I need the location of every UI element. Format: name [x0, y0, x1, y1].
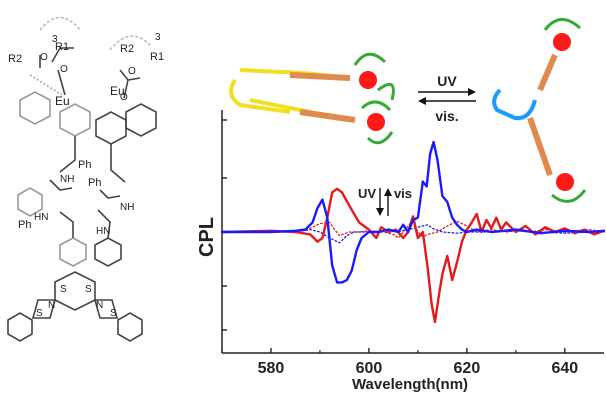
structure-label-s-3: S	[36, 308, 43, 319]
x-tick-label: 620	[454, 360, 481, 377]
pyridine-ring-3	[95, 111, 127, 145]
open-form-bridge	[527, 53, 558, 176]
open-form-antenna	[543, 18, 587, 203]
structure-label-s-4: S	[110, 308, 117, 319]
ligand-structure	[7, 16, 157, 342]
structure-label-o-1: O	[40, 52, 48, 63]
structure-label-ph-left-2: Ph	[78, 159, 91, 171]
structure-label-ph-left-1: Ph	[18, 219, 31, 231]
linker-bonds	[59, 209, 111, 239]
eu-label-1: Eu	[55, 94, 70, 108]
right-acac-bonds	[119, 69, 141, 99]
open-form-metal-bottom	[556, 173, 574, 191]
forward-arrowhead	[468, 88, 476, 96]
structure-label-count-left: 3	[52, 34, 58, 45]
chart-series-group	[220, 140, 606, 324]
chart-axes: 580 600 620 640	[221, 110, 604, 377]
structure-label-count-right: 3	[155, 32, 161, 43]
series-line-red-solid	[220, 187, 606, 324]
pyridine-ring-1	[19, 91, 51, 125]
open-form-ligand	[492, 88, 537, 121]
thiazole-left	[31, 299, 57, 319]
structure-label-o-3: O	[128, 66, 136, 77]
cpl-chart: 580 600 620 640 CPL Wavelength(nm) UV vis	[196, 110, 606, 393]
pyridine-ring-4	[125, 103, 157, 137]
aryl-ring-left	[59, 237, 87, 267]
phenyl-ring-bottom-left	[7, 312, 33, 342]
left-ligand-arc	[39, 16, 81, 31]
x-axis-label: Wavelength(nm)	[352, 376, 468, 393]
x-tick-label: 580	[258, 360, 285, 377]
vis-arrowhead	[384, 188, 392, 196]
closed-form-bridge	[289, 72, 356, 123]
inset-uv-label: UV	[358, 186, 376, 201]
inset-vis-label: vis	[394, 186, 412, 201]
structure-label-s-2: S	[85, 284, 92, 295]
forward-label: UV	[437, 73, 457, 89]
structure-label-r1-right: R1	[150, 51, 164, 63]
aryl-ring-right	[94, 237, 122, 267]
structure-label-hn-1: HN	[34, 212, 48, 223]
reverse-label: vis.	[435, 108, 458, 124]
structure-label-hn-2: HN	[96, 226, 110, 237]
eu-label-2: Eu	[110, 84, 125, 98]
x-tick-label: 640	[551, 360, 578, 377]
structure-label-nh-1: NH	[60, 174, 74, 185]
y-axis-label: CPL	[196, 217, 218, 257]
phenyl-ring-bottom-right	[117, 312, 143, 342]
open-form-metal-top	[553, 33, 571, 51]
x-tick-label: 600	[356, 360, 383, 377]
reverse-arrowhead	[418, 97, 426, 105]
backbone-bonds	[49, 179, 121, 199]
structure-label-nh-2: NH	[120, 202, 134, 213]
structure-label-r2-left: R2	[8, 53, 22, 65]
structure-label-s-1: S	[60, 284, 67, 295]
structure-label-o-2: O	[60, 64, 68, 75]
series-line-blue-solid	[220, 140, 606, 284]
structure-label-r2-right: R2	[120, 43, 134, 55]
structure-label-r1-left: R1	[55, 41, 69, 53]
structure-label-n-1: N	[48, 300, 55, 311]
left-acac-bonds	[39, 47, 74, 96]
closed-form-antenna	[353, 52, 395, 145]
closed-form-metal-bottom	[367, 113, 385, 131]
structure-label-ph-center: Ph	[88, 177, 101, 189]
closed-form-metal-top	[359, 71, 377, 89]
structure-label-n-2: N	[96, 300, 103, 311]
structure-label-o-4: O	[120, 92, 128, 103]
photoswitch-scheme: UV vis.	[229, 18, 587, 203]
thiazole-right	[93, 299, 119, 319]
pyridine-ring-2	[59, 103, 91, 137]
phenyl-ring-left	[17, 187, 43, 217]
amide-bonds	[59, 136, 126, 183]
uv-arrowhead	[376, 208, 384, 216]
